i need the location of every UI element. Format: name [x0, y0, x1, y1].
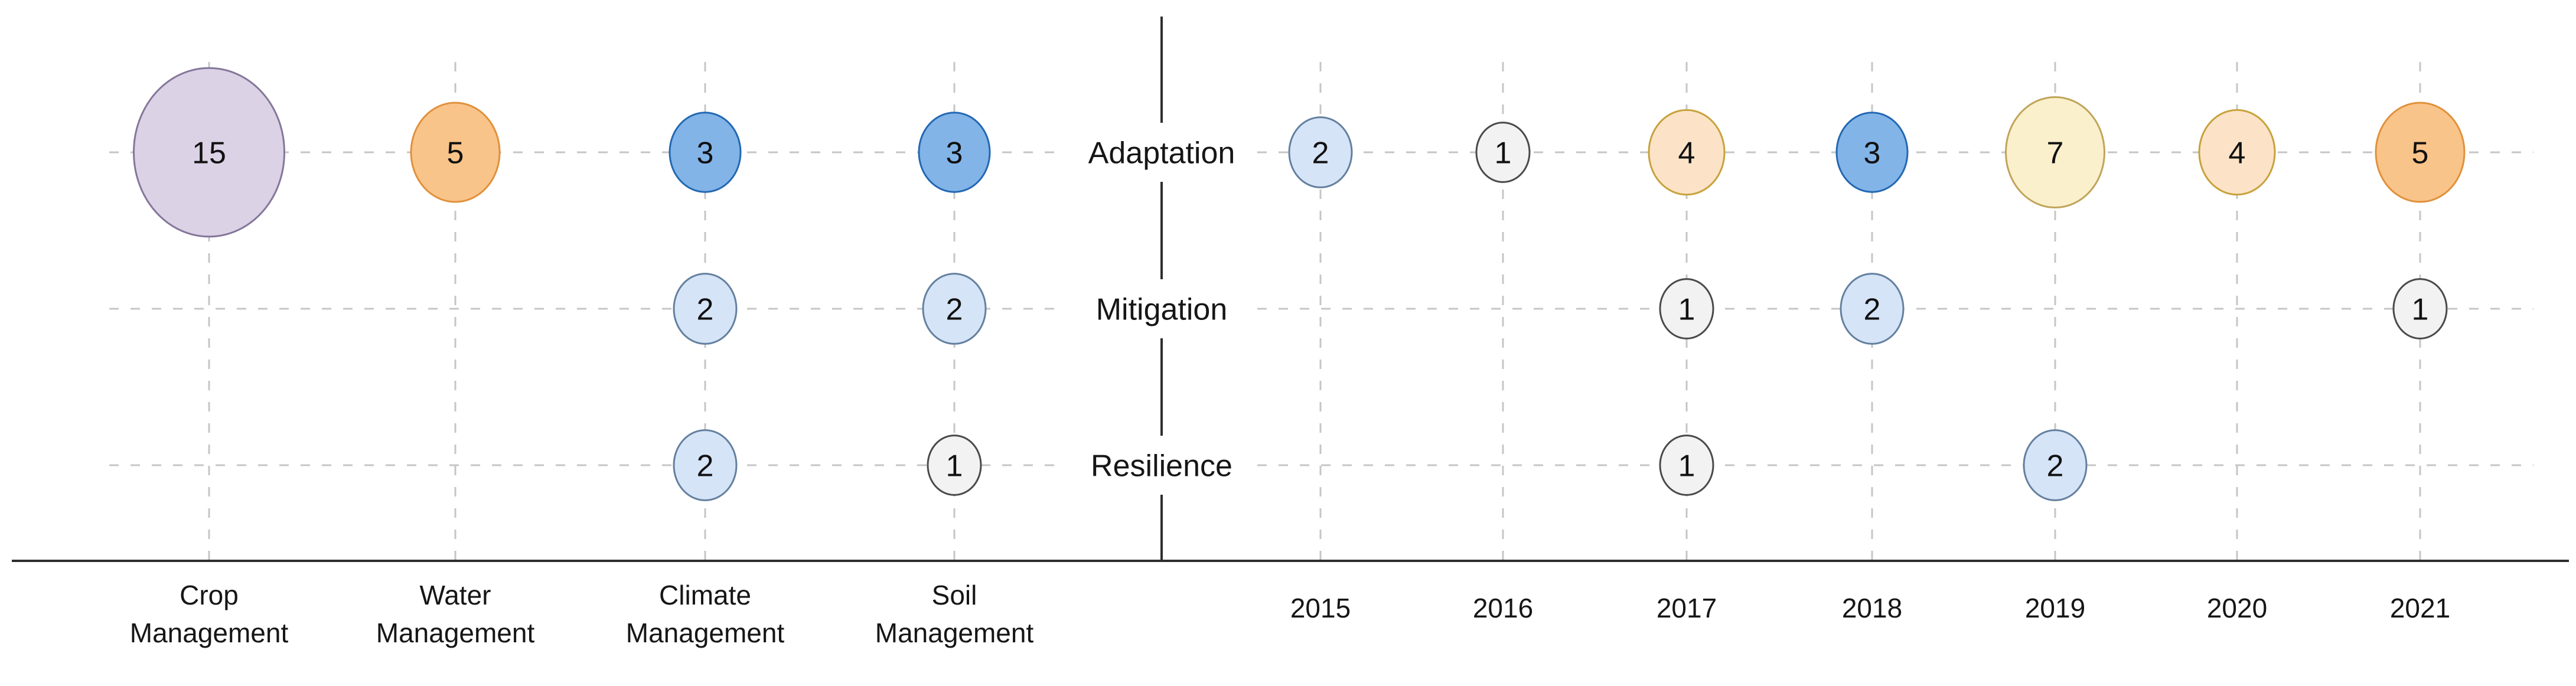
bubble-value-adaptation-2015: 2	[1312, 136, 1329, 171]
bubble-resilience-2019: 2	[2023, 429, 2088, 501]
bubble-circle-adaptation-2020	[2198, 109, 2276, 196]
x-axis-label-crop-management: Crop Management	[130, 580, 289, 648]
bubbles-layer: 15 5 3 3 2 2 2 1 2 1 4 3 7 4 5 1 2 1 1 2	[133, 67, 2466, 501]
bubble-circle-resilience-soil-management	[927, 435, 982, 496]
bubble-circle-adaptation-2021	[2375, 102, 2466, 203]
bubble-mitigation-2017: 1	[1659, 278, 1714, 339]
bubble-circle-resilience-climate-management	[673, 429, 738, 501]
x-axis-label-2015: 2015	[1290, 593, 1351, 623]
axis-labels-layer: Crop Management Water Management Climate Mana…	[130, 580, 2450, 648]
row-label-resilience: Resilience	[1091, 449, 1232, 484]
x-axis-label-water-management: Water Management	[376, 580, 535, 648]
bubble-adaptation-water-management: 5	[410, 102, 501, 203]
bubble-value-adaptation-2021: 5	[2412, 136, 2429, 171]
bubble-resilience-climate-management: 2	[673, 429, 738, 501]
bubble-circle-resilience-2019	[2023, 429, 2088, 501]
row-label-backing-resilience	[1066, 436, 1257, 495]
bubble-circle-adaptation-2019	[2005, 96, 2105, 209]
bubble-circle-mitigation-soil-management	[922, 273, 987, 345]
x-axis-label-soil-management: Soil Management	[875, 580, 1034, 648]
row-label-backing-adaptation	[1066, 123, 1257, 182]
bubble-value-adaptation-soil-management: 3	[946, 136, 963, 171]
bubble-circle-mitigation-2021	[2392, 278, 2448, 339]
bubble-value-mitigation-2021: 1	[2412, 293, 2429, 327]
row-label-adaptation: Adaptation	[1088, 136, 1235, 171]
x-axis-label-2021: 2021	[2390, 593, 2450, 623]
bubble-value-adaptation-climate-management: 3	[697, 136, 714, 171]
bubble-mitigation-2021: 1	[2392, 278, 2448, 339]
bubble-adaptation-2017: 4	[1648, 109, 1726, 196]
bubble-value-mitigation-soil-management: 2	[946, 293, 963, 327]
bubble-mitigation-soil-management: 2	[922, 273, 987, 345]
bubble-circle-adaptation-soil-management	[918, 112, 991, 193]
bubble-adaptation-2019: 7	[2005, 96, 2105, 209]
bubble-value-adaptation-2020: 4	[2229, 136, 2246, 171]
bubble-adaptation-2021: 5	[2375, 102, 2466, 203]
bubble-value-resilience-climate-management: 2	[697, 449, 714, 484]
bubble-circle-mitigation-climate-management	[673, 273, 738, 345]
x-axis-label-2016: 2016	[1473, 593, 1533, 623]
bubble-value-resilience-2017: 1	[1678, 449, 1695, 484]
x-axis-label-2019: 2019	[2025, 593, 2085, 623]
bubble-circle-adaptation-2017	[1648, 109, 1726, 196]
bubble-value-adaptation-2017: 4	[1678, 136, 1695, 171]
bubble-value-resilience-soil-management: 1	[946, 449, 963, 484]
bubble-value-adaptation-crop-management: 15	[192, 136, 226, 171]
bubble-circle-mitigation-2018	[1840, 273, 1905, 345]
bubble-adaptation-2020: 4	[2198, 109, 2276, 196]
bubble-circle-adaptation-climate-management	[669, 112, 742, 193]
bubble-mitigation-2018: 2	[1840, 273, 1905, 345]
bubble-resilience-2017: 1	[1659, 435, 1714, 496]
bubble-value-mitigation-2017: 1	[1678, 293, 1695, 327]
bubble-value-adaptation-2019: 7	[2047, 136, 2064, 171]
row-labels-layer: Adaptation Mitigation Resilience	[1066, 123, 1257, 495]
bubble-value-mitigation-2018: 2	[1864, 293, 1881, 327]
bubble-adaptation-2018: 3	[1835, 112, 1909, 193]
bubble-circle-adaptation-2016	[1475, 122, 1531, 183]
bubble-circle-adaptation-2018	[1835, 112, 1909, 193]
bubble-circle-adaptation-2015	[1288, 116, 1353, 188]
x-axis-label-2017: 2017	[1657, 593, 1717, 623]
bubble-adaptation-soil-management: 3	[918, 112, 991, 193]
frame-layer	[12, 17, 2569, 562]
bubble-adaptation-crop-management: 15	[133, 67, 285, 238]
bubble-value-adaptation-2016: 1	[1495, 136, 1512, 171]
x-axis-label-2018: 2018	[1842, 593, 1902, 623]
bubble-circle-adaptation-water-management	[410, 102, 501, 203]
bubble-adaptation-2016: 1	[1475, 122, 1531, 183]
bubble-value-adaptation-2018: 3	[1864, 136, 1881, 171]
bubble-mitigation-climate-management: 2	[673, 273, 738, 345]
bubble-circle-mitigation-2017	[1659, 278, 1714, 339]
x-axis-label-climate-management: Climate Management	[626, 580, 785, 648]
bubble-adaptation-2015: 2	[1288, 116, 1353, 188]
bubble-adaptation-climate-management: 3	[669, 112, 742, 193]
bubble-circle-adaptation-crop-management	[133, 67, 285, 238]
row-label-mitigation: Mitigation	[1096, 293, 1228, 327]
bubble-value-adaptation-water-management: 5	[447, 136, 464, 171]
row-label-backing-mitigation	[1066, 279, 1257, 338]
x-axis-label-2020: 2020	[2207, 593, 2267, 623]
bubble-resilience-soil-management: 1	[927, 435, 982, 496]
bubble-circle-resilience-2017	[1659, 435, 1714, 496]
bubble-value-mitigation-climate-management: 2	[697, 293, 714, 327]
bubble-value-resilience-2019: 2	[2047, 449, 2064, 484]
